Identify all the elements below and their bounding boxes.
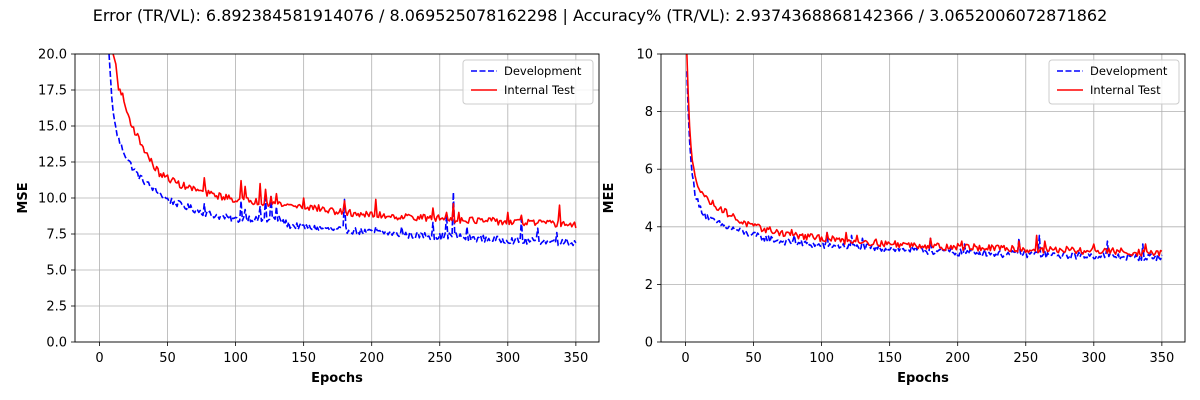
y-tick-label: 7.5: [46, 228, 67, 243]
y-tick-label: 17.5: [38, 84, 67, 99]
legend: Development Internal Test: [1048, 59, 1180, 105]
x-tick-label: 150: [291, 351, 316, 366]
y-axis-label: MEE: [602, 183, 617, 214]
y-axis-label: MSE: [16, 182, 31, 213]
x-tick-label: 200: [359, 351, 384, 366]
y-tick-label: 2: [645, 278, 653, 293]
figure-title: Error (TR/VL): 6.892384581914076 / 8.069…: [92, 6, 1108, 25]
axes-frame: [660, 53, 1186, 343]
y-tick-label: 2.5: [46, 300, 67, 315]
x-tick-label: 50: [159, 351, 176, 366]
x-axis-label: Epochs: [897, 371, 949, 386]
series-line-internal-test: [112, 54, 577, 229]
x-tick-label: 200: [945, 351, 970, 366]
series-line-internal-test: [686, 54, 1163, 257]
y-tick-label: 20.0: [38, 48, 67, 63]
legend-box: [462, 59, 594, 105]
y-tick-label: 6: [645, 163, 653, 178]
y-tick-label: 12.5: [38, 156, 67, 171]
y-tick-label: 5.0: [46, 264, 67, 279]
x-tick-label: 300: [495, 351, 520, 366]
legend-label: Internal Test: [504, 83, 575, 97]
chart-2: 0 50 100 150 200 250 300 350 0 2 4 6 8 10 Epochs MEE Dev…: [602, 48, 1186, 386]
y-tick-label: 15.0: [38, 120, 67, 135]
legend-box: [1048, 59, 1180, 105]
x-tick-label: 100: [223, 351, 248, 366]
x-tick-label: 0: [95, 351, 103, 366]
y-tick-label: 0: [645, 336, 653, 351]
legend-label: Development: [504, 64, 582, 78]
legend-label: Development: [1090, 64, 1168, 78]
x-tick-label: 0: [681, 351, 689, 366]
x-tick-label: 350: [1149, 351, 1174, 366]
y-tick-label: 4: [645, 220, 653, 235]
x-axis-label: Epochs: [311, 371, 363, 386]
x-tick-label: 100: [809, 351, 834, 366]
y-tick-label: 10.0: [38, 192, 67, 207]
series-line-development: [108, 54, 577, 247]
axes-frame: [74, 53, 600, 343]
x-tick-label: 250: [427, 351, 452, 366]
chart-1: 0 50 100 150 200 250 300 350 0.0 2.5 5.0 7.5 10.0 12.…: [16, 48, 600, 386]
y-tick-label: 10: [636, 48, 653, 63]
x-tick-label: 250: [1013, 351, 1038, 366]
x-tick-label: 300: [1081, 351, 1106, 366]
legend: Development Internal Test: [462, 59, 594, 105]
y-tick-label: 0.0: [46, 336, 67, 351]
y-tick-label: 8: [645, 105, 653, 120]
x-tick-label: 350: [563, 351, 588, 366]
x-tick-label: 50: [745, 351, 762, 366]
legend-label: Internal Test: [1090, 83, 1161, 97]
x-tick-label: 150: [877, 351, 902, 366]
